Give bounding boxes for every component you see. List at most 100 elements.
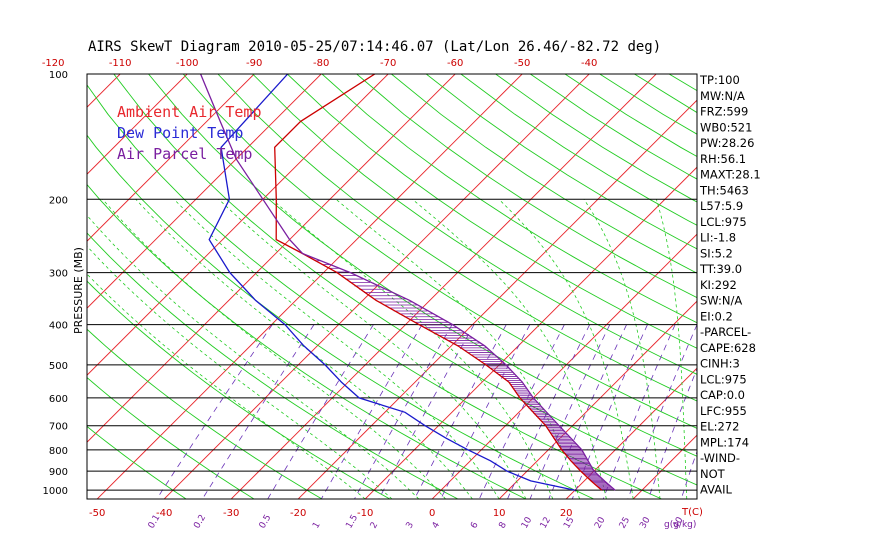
mixing-ratio-line xyxy=(571,324,648,499)
index-item: TP:100 xyxy=(699,73,740,87)
pressure-tick-label: 100 xyxy=(49,70,68,81)
index-item: EI:0.2 xyxy=(700,309,733,323)
legend: Ambient Air Temp Dew Point Temp Air Parc… xyxy=(117,103,262,163)
dry-adiabat-line xyxy=(286,74,697,349)
mixing-ratio-tick: 8 xyxy=(497,520,509,530)
top-temperature-tick: -100 xyxy=(176,58,199,69)
bottom-temperature-tick: 20 xyxy=(560,508,573,519)
mixing-ratio-unit-label: g(g/kg) xyxy=(664,520,696,530)
index-item: L57:5.9 xyxy=(700,199,743,213)
dry-adiabat-line xyxy=(425,74,697,250)
index-item: CINH:3 xyxy=(700,357,740,371)
plot-frame xyxy=(86,73,698,500)
mixing-ratio-line xyxy=(627,324,697,499)
mixing-ratio-tick: 0.2 xyxy=(192,513,208,530)
bottom-temperature-tick: 0 xyxy=(429,508,435,519)
moist-adiabat-line xyxy=(87,214,420,499)
dry-adiabat-line xyxy=(87,134,594,499)
dew-point-temp-line xyxy=(208,74,576,491)
bottom-temperature-tick: -10 xyxy=(357,508,373,519)
dry-adiabat-line xyxy=(87,84,662,499)
mixing-ratio-tick: 15 xyxy=(562,516,576,531)
index-item: EL:272 xyxy=(700,420,740,434)
dry-adiabat-line xyxy=(252,74,697,375)
isotherm-line xyxy=(230,74,657,499)
bottom-temperature-ticks: -50 -40 -30 -20 -10 0 10 20 xyxy=(89,508,573,519)
mixing-ratio-line xyxy=(478,324,565,499)
pressure-tick-label: 200 xyxy=(49,195,68,206)
moist-adiabat-line xyxy=(656,199,688,499)
mixing-ratio-line xyxy=(548,324,627,499)
isotherm-line xyxy=(565,367,697,499)
mixing-ratio-tick: 2 xyxy=(369,521,381,531)
index-item: WB0:521 xyxy=(700,120,752,134)
legend-dew-point-temp: Dew Point Temp xyxy=(117,124,243,142)
legend-air-parcel-temp: Air Parcel Temp xyxy=(117,145,252,163)
mixing-ratio-line xyxy=(529,324,611,499)
cape-hatch xyxy=(308,256,615,490)
pressure-tick-label: 300 xyxy=(49,269,68,280)
mixing-ratio-line xyxy=(320,324,423,499)
bottom-temperature-tick: -30 xyxy=(223,508,239,519)
chart-title: AIRS SkewT Diagram 2010-05-25/07:14:46.0… xyxy=(88,39,661,55)
dry-adiabat-line xyxy=(321,74,697,324)
index-item: SW:N/A xyxy=(700,294,742,308)
moist-adiabat-line xyxy=(412,198,607,499)
index-item: LCL:975 xyxy=(700,215,747,229)
mixing-ratio-tick: 3 xyxy=(405,521,417,531)
pressure-tick-label: 800 xyxy=(49,446,68,457)
isotherm-line xyxy=(96,74,523,499)
dry-adiabat-line xyxy=(113,74,697,486)
mixing-ratio-lines xyxy=(156,324,697,499)
moist-adiabat-line xyxy=(87,273,366,499)
index-item: CAPE:628 xyxy=(700,341,756,355)
index-item: KI:292 xyxy=(700,278,737,292)
dry-adiabat-line xyxy=(217,74,697,402)
mixing-ratio-line xyxy=(267,324,374,499)
mixing-ratio-tick: 30 xyxy=(638,515,653,530)
index-item: FRZ:599 xyxy=(700,105,748,119)
isotherm-line xyxy=(87,74,188,175)
mixing-ratio-tick: 0.5 xyxy=(258,513,274,530)
mixing-ratio-tick: 12 xyxy=(539,516,553,531)
mixing-ratio-line xyxy=(440,324,531,499)
moist-adiabat-line xyxy=(335,198,580,499)
mixing-ratio-tick: 10 xyxy=(520,515,535,530)
index-item: TH:5463 xyxy=(699,183,749,197)
mixing-ratio-line xyxy=(648,367,697,499)
top-temperature-tick: -40 xyxy=(581,58,597,69)
isotherm-line xyxy=(87,74,121,108)
dry-adiabat-line xyxy=(87,183,527,499)
mixing-ratio-tick: 4 xyxy=(431,520,443,530)
mixing-ratio-line xyxy=(378,324,475,499)
isotherm-line xyxy=(431,233,697,499)
top-temperature-tick: -90 xyxy=(246,58,262,69)
moist-adiabat-line xyxy=(173,199,500,499)
index-item: PW:28.26 xyxy=(700,136,754,150)
pressure-tick-label: 900 xyxy=(49,467,68,478)
isotherm-line xyxy=(163,74,590,499)
x-axis-unit-label: T(C) xyxy=(681,507,703,518)
index-item: -PARCEL- xyxy=(700,325,751,339)
mixing-ratio-line xyxy=(602,324,676,499)
top-temperature-tick: -60 xyxy=(447,58,463,69)
index-item: CAP:0.0 xyxy=(700,388,745,402)
isotherm-line xyxy=(87,74,389,376)
bottom-temperature-tick: -40 xyxy=(156,508,172,519)
index-item: MAXT:28.1 xyxy=(700,168,761,182)
index-item: LCL:975 xyxy=(700,372,747,386)
isotherm-line xyxy=(834,74,870,499)
y-axis-label: PRESSURE (MB) xyxy=(72,247,85,334)
isotherm-line xyxy=(297,99,697,499)
index-item: MPL:174 xyxy=(700,435,749,449)
index-item: -WIND- xyxy=(700,451,740,465)
top-temperature-tick: -80 xyxy=(313,58,329,69)
dry-adiabat-line xyxy=(182,74,697,429)
moist-adiabat-line xyxy=(135,199,473,499)
dry-adiabat-line xyxy=(356,74,697,299)
pressure-tick-label: 500 xyxy=(49,361,68,372)
index-item: LFC:955 xyxy=(700,404,747,418)
dry-adiabat-line xyxy=(87,376,255,499)
dry-adiabat-line xyxy=(739,74,870,499)
profile-series xyxy=(199,74,616,491)
